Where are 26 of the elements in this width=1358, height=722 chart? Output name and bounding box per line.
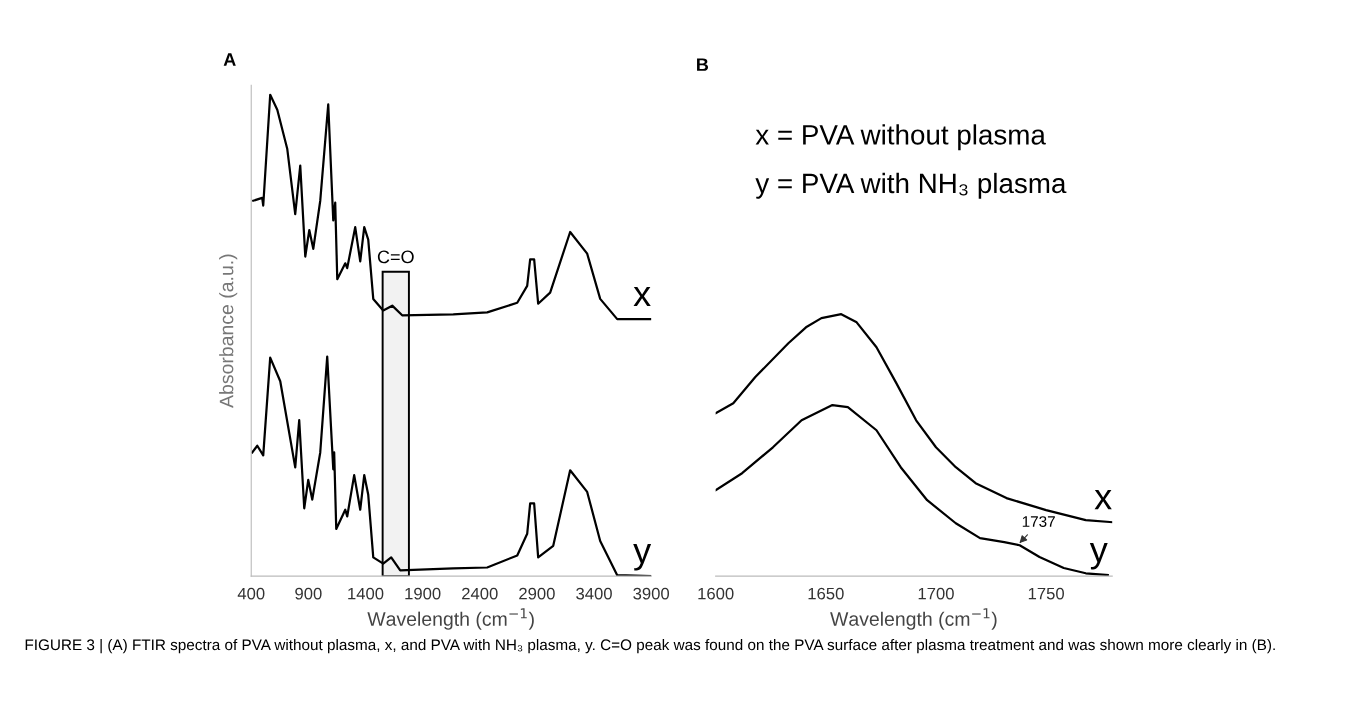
text: y = PVA with NH₃ plasma [755, 172, 1067, 199]
x-axis-title: Wavelength (cm$^{−1}$) [367, 608, 534, 630]
x-tick-label: 1650 [808, 587, 844, 600]
chart-title: A [223, 53, 236, 66]
series-label: x [633, 287, 651, 307]
x-axis-title: Wavelength (cm$^{−1}$) [830, 608, 997, 630]
x-tick-label: 1700 [918, 587, 954, 600]
x-tick-label: 3900 [633, 587, 670, 600]
chart-title: B [697, 58, 709, 71]
series-label: y [1089, 542, 1108, 570]
annotation: 1737 [1022, 516, 1055, 527]
band-label: C=O [377, 250, 414, 264]
x-tick-label: 3400 [576, 587, 612, 600]
x-tick-label: 1400 [348, 587, 384, 600]
x-tick-label: 1900 [405, 587, 441, 600]
y-axis-title: Absorbance (a.u.) [219, 254, 238, 408]
series-label: x [1094, 490, 1112, 510]
x-tick-label: 1600 [698, 587, 734, 600]
x-tick-label: 2900 [519, 587, 555, 600]
x-tick-label: 900 [295, 587, 322, 600]
x-tick-label: 400 [237, 587, 265, 600]
x-tick-label: 1750 [1028, 587, 1064, 600]
caption: FIGURE 3 | (A) FTIR spectra of PVA without plasma, x, and PVA with NH₃ plasma, y. C=O peak was found on the PVA surface after plasma treatment and was shown more clearly in (B). [25, 638, 1275, 654]
x-tick-label: 2400 [462, 587, 498, 600]
series-label: y [633, 544, 652, 571]
text: x = PVA without plasma [755, 124, 1046, 151]
